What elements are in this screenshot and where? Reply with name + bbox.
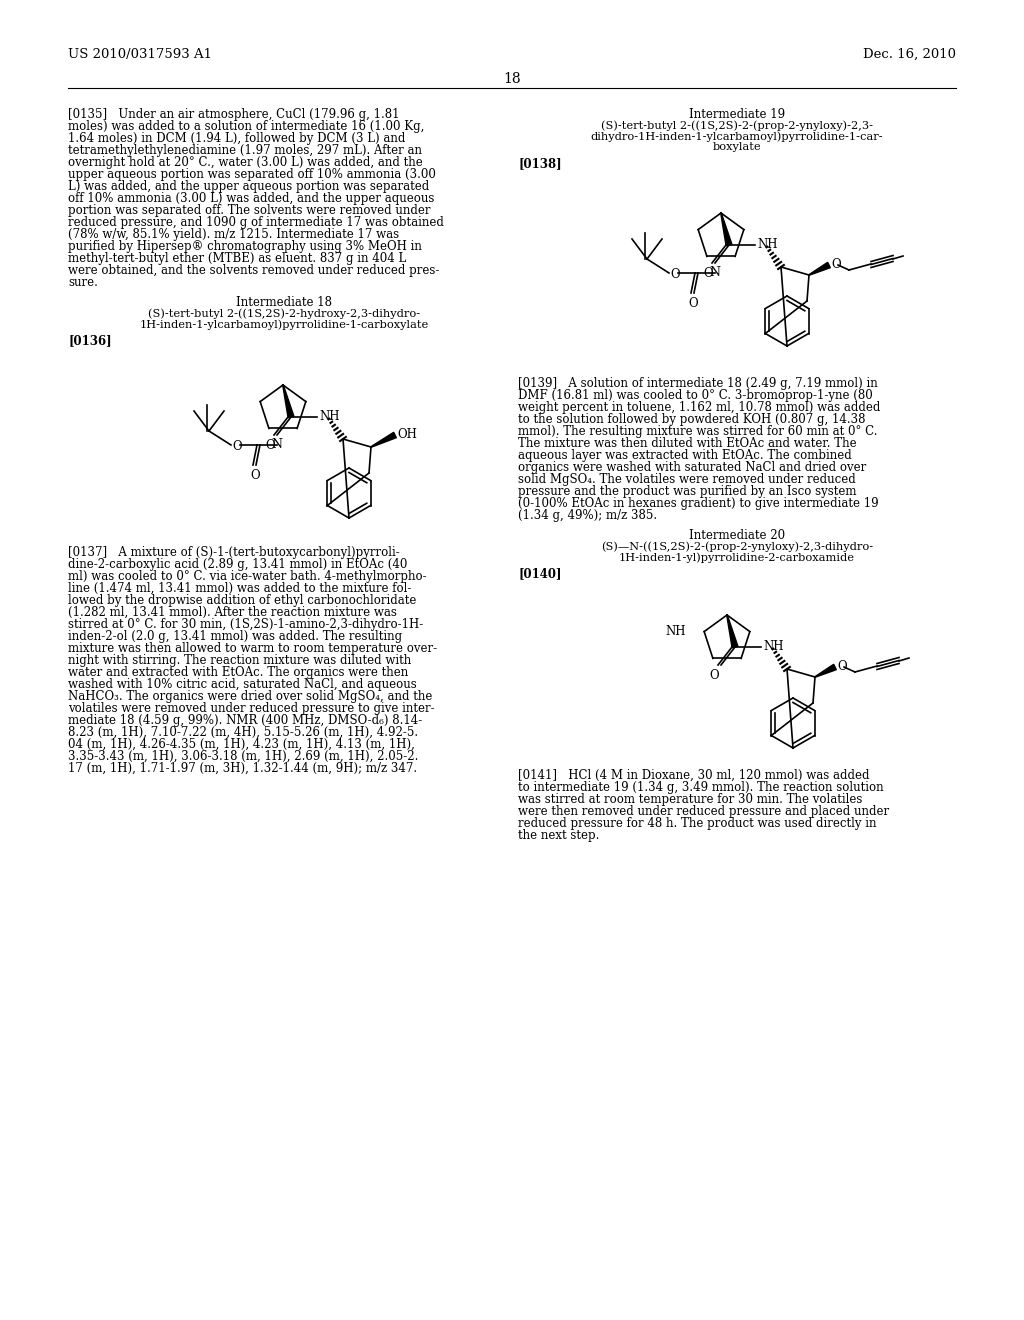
Text: volatiles were removed under reduced pressure to give inter-: volatiles were removed under reduced pre… — [68, 702, 434, 715]
Text: The mixture was then diluted with EtOAc and water. The: The mixture was then diluted with EtOAc … — [518, 437, 857, 450]
Text: [0140]: [0140] — [518, 568, 561, 579]
Text: O: O — [688, 297, 697, 310]
Text: the next step.: the next step. — [518, 829, 599, 842]
Text: (1.34 g, 49%); m/z 385.: (1.34 g, 49%); m/z 385. — [518, 510, 657, 521]
Text: were obtained, and the solvents removed under reduced pres-: were obtained, and the solvents removed … — [68, 264, 439, 277]
Text: purified by Hipersep® chromatography using 3% MeOH in: purified by Hipersep® chromatography usi… — [68, 240, 422, 253]
Text: (S)-tert-butyl 2-((1S,2S)-2-(prop-2-ynyloxy)-2,3-: (S)-tert-butyl 2-((1S,2S)-2-(prop-2-ynyl… — [601, 120, 873, 131]
Text: reduced pressure for 48 h. The product was used directly in: reduced pressure for 48 h. The product w… — [518, 817, 877, 830]
Text: L) was added, and the upper aqueous portion was separated: L) was added, and the upper aqueous port… — [68, 180, 429, 193]
Text: NH: NH — [763, 640, 783, 653]
Text: Intermediate 18: Intermediate 18 — [236, 296, 332, 309]
Text: lowed by the dropwise addition of ethyl carbonochloridate: lowed by the dropwise addition of ethyl … — [68, 594, 417, 607]
Text: dine-2-carboxylic acid (2.89 g, 13.41 mmol) in EtOAc (40: dine-2-carboxylic acid (2.89 g, 13.41 mm… — [68, 558, 408, 572]
Text: [0138]: [0138] — [518, 157, 561, 170]
Text: to the solution followed by powdered KOH (0.807 g, 14.38: to the solution followed by powdered KOH… — [518, 413, 865, 426]
Text: 18: 18 — [503, 73, 521, 86]
Text: inden-2-ol (2.0 g, 13.41 mmol) was added. The resulting: inden-2-ol (2.0 g, 13.41 mmol) was added… — [68, 630, 402, 643]
Text: [0135]   Under an air atmosphere, CuCl (179.96 g, 1.81: [0135] Under an air atmosphere, CuCl (17… — [68, 108, 399, 121]
Text: N: N — [271, 438, 283, 451]
Text: [0139]   A solution of intermediate 18 (2.49 g, 7.19 mmol) in: [0139] A solution of intermediate 18 (2.… — [518, 378, 878, 389]
Text: (78% w/w, 85.1% yield). m/z 1215. Intermediate 17 was: (78% w/w, 85.1% yield). m/z 1215. Interm… — [68, 228, 399, 242]
Text: [0136]: [0136] — [68, 334, 112, 347]
Text: 04 (m, 1H), 4.26-4.35 (m, 1H), 4.23 (m, 1H), 4.13 (m, 1H),: 04 (m, 1H), 4.26-4.35 (m, 1H), 4.23 (m, … — [68, 738, 415, 751]
Text: mmol). The resulting mixture was stirred for 60 min at 0° C.: mmol). The resulting mixture was stirred… — [518, 425, 878, 438]
Text: Intermediate 20: Intermediate 20 — [689, 529, 785, 543]
Text: washed with 10% citric acid, saturated NaCl, and aqueous: washed with 10% citric acid, saturated N… — [68, 678, 417, 690]
Text: Intermediate 19: Intermediate 19 — [689, 108, 785, 121]
Polygon shape — [721, 213, 732, 246]
Text: tetramethylethylenediamine (1.97 moles, 297 mL). After an: tetramethylethylenediamine (1.97 moles, … — [68, 144, 422, 157]
Text: O: O — [703, 267, 713, 280]
Text: NH: NH — [666, 626, 686, 638]
Polygon shape — [809, 263, 830, 276]
Text: Dec. 16, 2010: Dec. 16, 2010 — [863, 48, 956, 61]
Polygon shape — [283, 385, 294, 417]
Text: water and extracted with EtOAc. The organics were then: water and extracted with EtOAc. The orga… — [68, 667, 409, 678]
Text: ml) was cooled to 0° C. via ice-water bath. 4-methylmorpho-: ml) was cooled to 0° C. via ice-water ba… — [68, 570, 427, 583]
Text: moles) was added to a solution of intermediate 16 (1.00 Kg,: moles) was added to a solution of interm… — [68, 120, 424, 133]
Text: was stirred at room temperature for 30 min. The volatiles: was stirred at room temperature for 30 m… — [518, 793, 862, 807]
Text: overnight hold at 20° C., water (3.00 L) was added, and the: overnight hold at 20° C., water (3.00 L)… — [68, 156, 423, 169]
Text: 17 (m, 1H), 1.71-1.97 (m, 3H), 1.32-1.44 (m, 9H); m/z 347.: 17 (m, 1H), 1.71-1.97 (m, 3H), 1.32-1.44… — [68, 762, 417, 775]
Text: DMF (16.81 ml) was cooled to 0° C. 3-bromoprop-1-yne (80: DMF (16.81 ml) was cooled to 0° C. 3-bro… — [518, 389, 872, 403]
Text: O: O — [250, 469, 260, 482]
Polygon shape — [727, 615, 738, 648]
Text: O: O — [232, 440, 242, 453]
Text: mediate 18 (4.59 g, 99%). NMR (400 MHz, DMSO-d₆) 8.14-: mediate 18 (4.59 g, 99%). NMR (400 MHz, … — [68, 714, 422, 727]
Text: mixture was then allowed to warm to room temperature over-: mixture was then allowed to warm to room… — [68, 642, 437, 655]
Text: 3.35-3.43 (m, 1H), 3.06-3.18 (m, 1H), 2.69 (m, 1H), 2.05-2.: 3.35-3.43 (m, 1H), 3.06-3.18 (m, 1H), 2.… — [68, 750, 419, 763]
Text: sure.: sure. — [68, 276, 98, 289]
Text: (S)—N-((1S,2S)-2-(prop-2-ynyloxy)-2,3-dihydro-: (S)—N-((1S,2S)-2-(prop-2-ynyloxy)-2,3-di… — [601, 541, 873, 552]
Text: off 10% ammonia (3.00 L) was added, and the upper aqueous: off 10% ammonia (3.00 L) was added, and … — [68, 191, 434, 205]
Text: 1.64 moles) in DCM (1.94 L), followed by DCM (3 L) and: 1.64 moles) in DCM (1.94 L), followed by… — [68, 132, 406, 145]
Text: pressure and the product was purified by an Isco system: pressure and the product was purified by… — [518, 484, 856, 498]
Text: NH: NH — [757, 239, 777, 252]
Text: portion was separated off. The solvents were removed under: portion was separated off. The solvents … — [68, 205, 430, 216]
Text: line (1.474 ml, 13.41 mmol) was added to the mixture fol-: line (1.474 ml, 13.41 mmol) was added to… — [68, 582, 412, 595]
Text: solid MgSO₄. The volatiles were removed under reduced: solid MgSO₄. The volatiles were removed … — [518, 473, 856, 486]
Text: O: O — [670, 268, 680, 281]
Text: (0-100% EtOAc in hexanes gradient) to give intermediate 19: (0-100% EtOAc in hexanes gradient) to gi… — [518, 498, 879, 510]
Text: were then removed under reduced pressure and placed under: were then removed under reduced pressure… — [518, 805, 889, 818]
Text: methyl-tert-butyl ether (MTBE) as eluent. 837 g in 404 L: methyl-tert-butyl ether (MTBE) as eluent… — [68, 252, 407, 265]
Text: 1H-inden-1-yl)pyrrolidine-2-carboxamide: 1H-inden-1-yl)pyrrolidine-2-carboxamide — [618, 552, 855, 562]
Text: N: N — [710, 267, 721, 280]
Text: aqueous layer was extracted with EtOAc. The combined: aqueous layer was extracted with EtOAc. … — [518, 449, 852, 462]
Text: 8.23 (m, 1H), 7.10-7.22 (m, 4H), 5.15-5.26 (m, 1H), 4.92-5.: 8.23 (m, 1H), 7.10-7.22 (m, 4H), 5.15-5.… — [68, 726, 418, 739]
Text: upper aqueous portion was separated off 10% ammonia (3.00: upper aqueous portion was separated off … — [68, 168, 436, 181]
Text: boxylate: boxylate — [713, 143, 761, 152]
Text: dihydro-1H-inden-1-ylcarbamoyl)pyrrolidine-1-car-: dihydro-1H-inden-1-ylcarbamoyl)pyrrolidi… — [591, 131, 884, 141]
Text: O: O — [837, 660, 847, 673]
Text: O: O — [831, 259, 841, 272]
Polygon shape — [371, 433, 396, 447]
Text: OH: OH — [397, 429, 417, 441]
Text: weight percent in toluene, 1.162 ml, 10.78 mmol) was added: weight percent in toluene, 1.162 ml, 10.… — [518, 401, 881, 414]
Text: reduced pressure, and 1090 g of intermediate 17 was obtained: reduced pressure, and 1090 g of intermed… — [68, 216, 443, 228]
Text: [0137]   A mixture of (S)-1-(tert-butoxycarbonyl)pyrroli-: [0137] A mixture of (S)-1-(tert-butoxyca… — [68, 546, 399, 558]
Text: 1H-inden-1-ylcarbamoyl)pyrrolidine-1-carboxylate: 1H-inden-1-ylcarbamoyl)pyrrolidine-1-car… — [139, 319, 429, 330]
Text: NaHCO₃. The organics were dried over solid MgSO₄, and the: NaHCO₃. The organics were dried over sol… — [68, 690, 432, 704]
Polygon shape — [815, 664, 837, 677]
Text: O: O — [710, 669, 719, 682]
Text: organics were washed with saturated NaCl and dried over: organics were washed with saturated NaCl… — [518, 461, 866, 474]
Text: O: O — [265, 440, 275, 451]
Text: (S)-tert-butyl 2-((1S,2S)-2-hydroxy-2,3-dihydro-: (S)-tert-butyl 2-((1S,2S)-2-hydroxy-2,3-… — [147, 308, 420, 318]
Text: night with stirring. The reaction mixture was diluted with: night with stirring. The reaction mixtur… — [68, 653, 412, 667]
Text: to intermediate 19 (1.34 g, 3.49 mmol). The reaction solution: to intermediate 19 (1.34 g, 3.49 mmol). … — [518, 781, 884, 795]
Text: [0141]   HCl (4 M in Dioxane, 30 ml, 120 mmol) was added: [0141] HCl (4 M in Dioxane, 30 ml, 120 m… — [518, 770, 869, 781]
Text: US 2010/0317593 A1: US 2010/0317593 A1 — [68, 48, 212, 61]
Text: (1.282 ml, 13.41 mmol). After the reaction mixture was: (1.282 ml, 13.41 mmol). After the reacti… — [68, 606, 397, 619]
Text: stirred at 0° C. for 30 min, (1S,2S)-1-amino-2,3-dihydro-1H-: stirred at 0° C. for 30 min, (1S,2S)-1-a… — [68, 618, 423, 631]
Text: NH: NH — [319, 411, 340, 424]
